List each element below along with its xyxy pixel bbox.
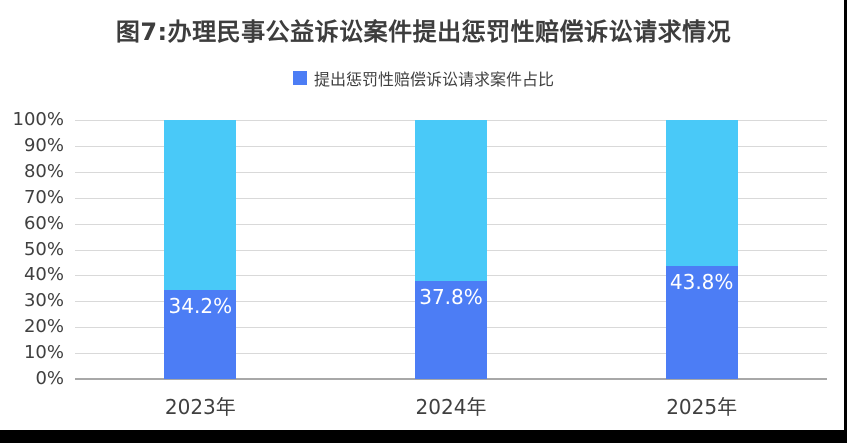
bar-segment-remainder — [665, 120, 738, 266]
y-axis-tick-label: 50% — [23, 238, 64, 260]
bar-segment-remainder — [164, 120, 237, 291]
y-axis-tick-label: 80% — [23, 160, 64, 182]
y-axis-tick-label: 30% — [23, 290, 64, 312]
y-axis-tick-label: 70% — [23, 186, 64, 208]
y-axis-tick-label: 100% — [12, 109, 64, 130]
legend: 提出惩罚性赔偿诉讼请求案件占比 — [0, 66, 847, 90]
legend-label: 提出惩罚性赔偿诉讼请求案件占比 — [313, 70, 554, 89]
bar-data-label: 37.8% — [419, 285, 483, 310]
x-axis-tick-label: 2023年 — [164, 395, 236, 419]
x-axis-tick-label: 2024年 — [415, 395, 487, 419]
bar-data-label: 43.8% — [669, 269, 734, 294]
y-axis-tick-label: 40% — [23, 264, 64, 286]
chart-title: 图7:办理民事公益诉讼案件提出惩罚性赔偿诉讼请求情况 — [115, 18, 732, 46]
window-bottom-strip — [0, 430, 847, 443]
bar-segment-remainder — [415, 120, 487, 282]
bar-segment-claim-ratio — [415, 281, 487, 379]
y-axis-tick-label: 0% — [35, 368, 64, 389]
x-axis-tick-label: 2025年 — [666, 395, 738, 419]
window-right-border — [844, 0, 847, 443]
y-axis-tick-label: 90% — [23, 134, 64, 156]
y-axis-tick-label: 20% — [23, 316, 64, 338]
legend-swatch-icon — [292, 71, 307, 85]
bar-segment-claim-ratio — [164, 290, 237, 379]
x-axis-line — [75, 378, 827, 380]
bar-data-label: 34.2% — [168, 294, 233, 319]
y-axis-tick-label: 10% — [23, 342, 64, 364]
y-axis-tick-label: 60% — [23, 212, 64, 234]
bar-segment-claim-ratio — [665, 265, 738, 379]
